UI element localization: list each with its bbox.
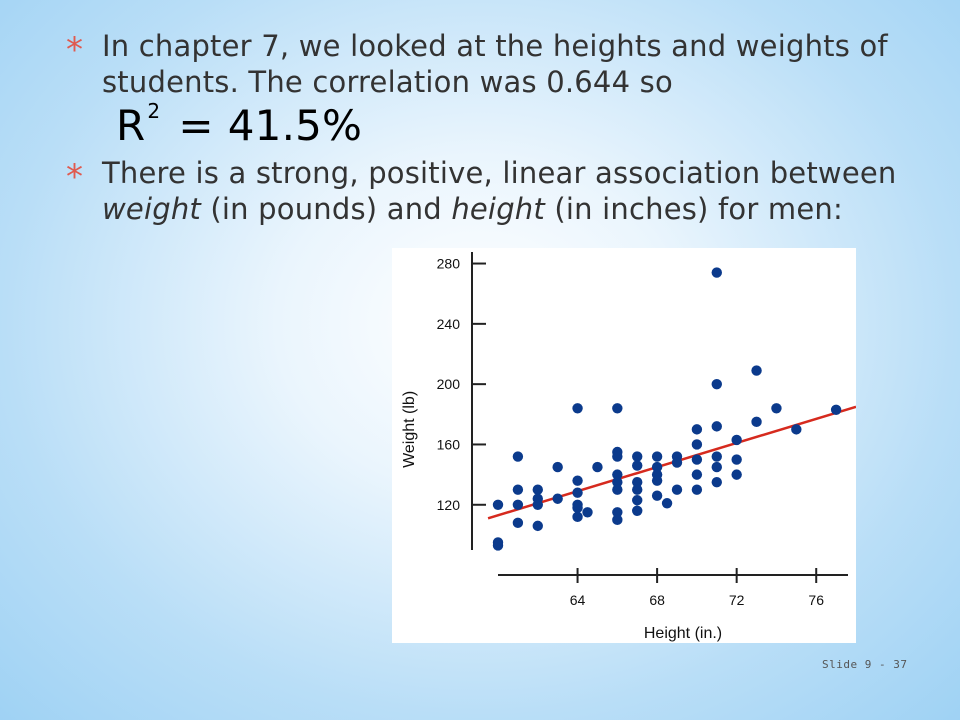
data-point	[612, 451, 623, 462]
data-point	[731, 434, 742, 446]
bullet-1: * In chapter 7, we looked at the heights…	[66, 28, 926, 147]
y-tick-label: 120	[437, 497, 461, 513]
data-point	[532, 499, 543, 510]
y-tick-label: 200	[437, 376, 461, 392]
data-point	[671, 484, 683, 495]
data-point	[532, 484, 543, 495]
data-point	[731, 454, 742, 465]
y-tick-label: 240	[437, 316, 461, 332]
data-point	[512, 451, 524, 462]
data-point	[592, 461, 603, 473]
data-point	[612, 514, 623, 526]
data-point	[771, 403, 782, 414]
data-point	[691, 484, 703, 495]
scatter-plot: 120 160 200 240 280 64 68 72 76 Height (in.) Weigh…	[392, 248, 856, 643]
slide-number: Slide 9 - 37	[822, 658, 908, 671]
data-point	[582, 507, 593, 518]
y-axis-label: Weight (lb)	[401, 391, 418, 468]
formula-equals: =	[178, 101, 214, 150]
data-point	[572, 499, 583, 510]
data-point	[512, 499, 524, 510]
y-tick-label: 160	[437, 436, 461, 452]
data-point	[751, 365, 762, 376]
data-point	[492, 499, 504, 510]
data-point	[711, 421, 722, 432]
r-squared-formula: R 2 = 41.5%	[116, 99, 362, 153]
data-point	[691, 439, 703, 450]
data-point	[791, 424, 802, 435]
data-point	[731, 469, 742, 480]
formula-rhs: 41.5%	[227, 101, 363, 150]
data-point	[651, 475, 663, 486]
data-point	[830, 404, 842, 415]
data-point	[512, 517, 524, 529]
data-point	[552, 461, 563, 473]
data-point	[691, 469, 703, 480]
data-point	[691, 424, 703, 435]
data-point	[612, 507, 623, 518]
data-point	[711, 267, 722, 278]
bullet-2-text-b: (in pounds) and	[200, 192, 452, 226]
data-point	[612, 476, 623, 488]
data-point	[632, 505, 643, 516]
data-point	[671, 457, 683, 468]
bullet-2-weight: weight	[102, 192, 201, 226]
data-point	[492, 537, 504, 548]
data-point	[572, 487, 583, 498]
y-tick-label: 280	[437, 256, 461, 272]
data-point	[612, 469, 623, 480]
data-point	[632, 451, 643, 462]
bullet-1-text: In chapter 7, we looked at the heights a…	[102, 29, 888, 99]
data-point	[651, 490, 663, 501]
data-point	[512, 484, 524, 495]
data-point	[612, 484, 623, 495]
formula-lhs: R	[116, 101, 146, 150]
data-point	[632, 476, 643, 488]
data-point	[711, 461, 722, 473]
x-tick-label: 76	[808, 592, 824, 608]
bullet-2: * There is a strong, positive, linear as…	[66, 155, 926, 227]
data-point	[651, 461, 663, 473]
bullet-list: * In chapter 7, we looked at the heights…	[66, 28, 926, 227]
data-point	[612, 403, 623, 414]
bullet-star-icon: *	[66, 30, 84, 70]
scatter-plot-svg: 120 160 200 240 280 64 68 72 76 Height (in.) Weigh…	[401, 252, 856, 642]
x-tick-label: 68	[649, 592, 665, 608]
x-tick-label: 72	[729, 592, 745, 608]
data-point	[532, 520, 543, 532]
data-point	[751, 416, 762, 428]
formula-exponent: 2	[147, 99, 161, 123]
data-point	[632, 460, 643, 471]
bullet-2-text-c: (in inches) for men:	[544, 192, 843, 226]
data-point	[711, 451, 722, 462]
data-point	[572, 403, 583, 414]
bullet-2-text-a: There is a strong, positive, linear asso…	[102, 156, 897, 190]
bullet-2-height: height	[451, 192, 545, 226]
data-point	[632, 484, 643, 495]
data-point	[691, 454, 703, 465]
data-point	[711, 476, 722, 488]
bullet-star-icon: *	[66, 157, 84, 197]
data-point	[651, 451, 663, 462]
x-axis-label: Height (in.)	[644, 625, 722, 642]
data-point	[572, 511, 583, 523]
x-tick-label: 64	[570, 592, 586, 608]
data-point	[661, 498, 673, 509]
data-point	[552, 493, 563, 504]
data-point	[572, 475, 583, 486]
data-point	[711, 378, 722, 390]
data-point	[632, 495, 643, 506]
